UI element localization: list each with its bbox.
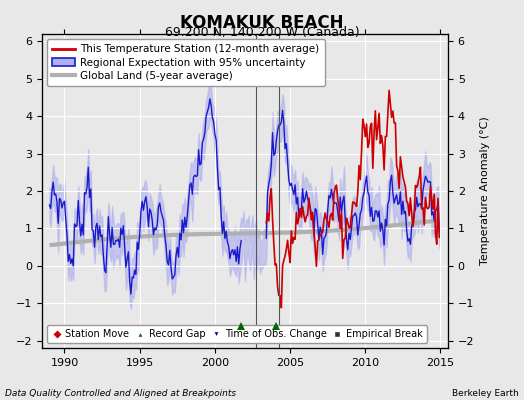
Text: Data Quality Controlled and Aligned at Breakpoints: Data Quality Controlled and Aligned at B… bbox=[5, 389, 236, 398]
Text: KOMAKUK BEACH: KOMAKUK BEACH bbox=[180, 14, 344, 32]
Y-axis label: Temperature Anomaly (°C): Temperature Anomaly (°C) bbox=[480, 117, 490, 265]
Legend: Station Move, Record Gap, Time of Obs. Change, Empirical Break: Station Move, Record Gap, Time of Obs. C… bbox=[47, 325, 427, 343]
Text: Berkeley Earth: Berkeley Earth bbox=[452, 389, 519, 398]
Text: 69.200 N, 140.200 W (Canada): 69.200 N, 140.200 W (Canada) bbox=[165, 26, 359, 39]
